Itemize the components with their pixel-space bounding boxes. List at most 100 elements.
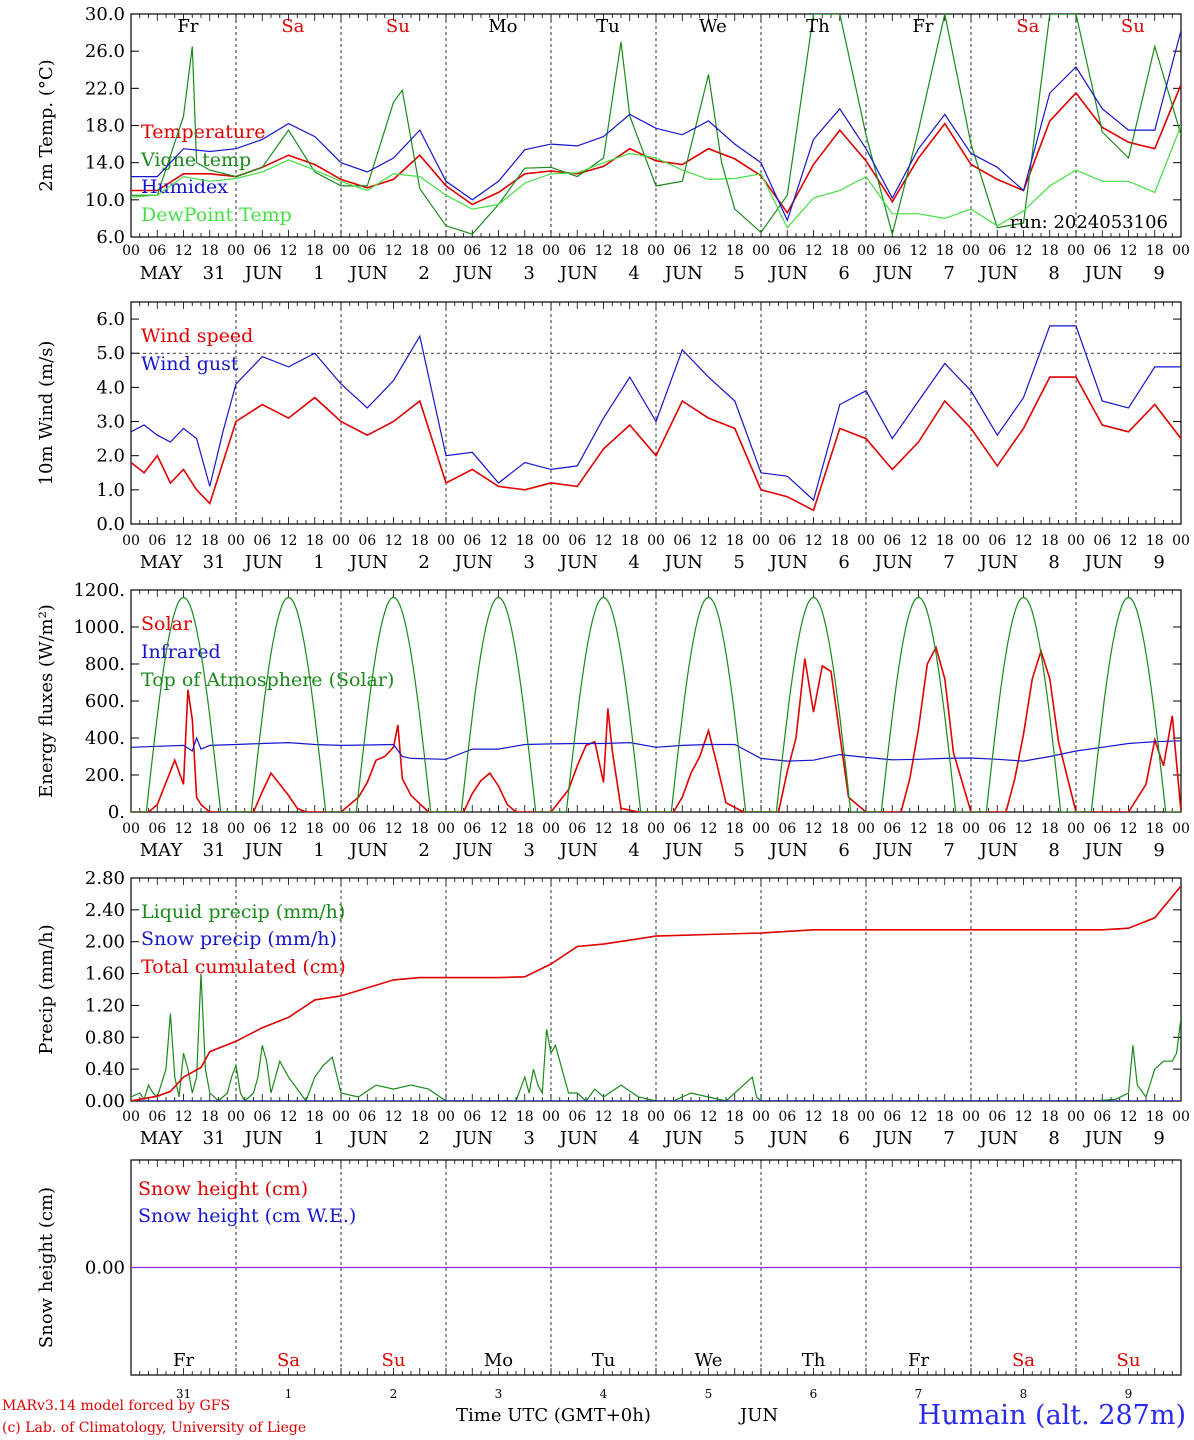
- hour-label: 12: [175, 1109, 193, 1125]
- hour-label: 00: [857, 1109, 875, 1125]
- day-name-label: Fr: [912, 16, 933, 37]
- y-tick-label: 3.0: [96, 412, 125, 433]
- hour-label: 00: [227, 1109, 245, 1125]
- y-tick-label: 2.00: [85, 932, 125, 953]
- hour-label: 06: [988, 821, 1006, 837]
- hour-label: 06: [253, 243, 271, 259]
- hour-label: 06: [253, 1109, 271, 1125]
- hour-label: 06: [673, 1109, 691, 1125]
- date-day-label: 9: [1153, 552, 1164, 573]
- y-tick-label: 10.0: [85, 190, 125, 211]
- hour-label: 00: [122, 243, 140, 259]
- hour-label: 12: [700, 1109, 718, 1125]
- date-day-label: 5: [733, 1128, 744, 1149]
- hour-label: 18: [1041, 821, 1059, 837]
- legend-entry: Top of Atmosphere (Solar): [141, 669, 394, 691]
- date-month-label: JUN: [768, 263, 808, 284]
- hour-label: 00: [542, 821, 560, 837]
- date-day-label: 1: [313, 263, 324, 284]
- date-month-label: JUN: [978, 840, 1018, 861]
- hour-label: 12: [280, 1109, 298, 1125]
- date-month-label: JUN: [1083, 552, 1123, 573]
- hour-label: 12: [1015, 821, 1033, 837]
- y-tick-label: 1.60: [85, 964, 125, 985]
- hour-label: 18: [1146, 243, 1164, 259]
- date-day-label: 5: [733, 263, 744, 284]
- hour-label: 18: [411, 533, 429, 549]
- date-day-label: 8: [1048, 263, 1059, 284]
- day-name-label: Th: [806, 16, 830, 37]
- y-tick-label: 0.80: [85, 1027, 125, 1048]
- hour-label: 06: [1093, 821, 1111, 837]
- legend-entry: Temperature: [141, 121, 265, 143]
- y-axis-label: Snow height (cm): [36, 1187, 57, 1348]
- hour-label: 06: [778, 243, 796, 259]
- hour-label: 12: [1120, 1109, 1138, 1125]
- hour-label: 12: [910, 243, 928, 259]
- hour-label: 18: [936, 533, 954, 549]
- hour-label: 00: [752, 821, 770, 837]
- hour-label: 12: [595, 533, 613, 549]
- hour-label: 18: [936, 1109, 954, 1125]
- day-name-label: Su: [386, 16, 410, 37]
- hour-label: 06: [148, 1109, 166, 1125]
- day-name-label: Sa: [1016, 16, 1039, 37]
- run-label: run: 2024053106: [1010, 212, 1168, 233]
- date-month-label: JUN: [243, 1128, 283, 1149]
- hour-label: 06: [568, 243, 586, 259]
- series-vigne-temp-line: [131, 14, 1181, 235]
- bottom-day-number: 6: [810, 1387, 818, 1401]
- y-tick-label: 2.80: [85, 868, 125, 889]
- date-day-label: 9: [1153, 840, 1164, 861]
- y-tick-label: 200.: [85, 765, 125, 786]
- date-month-label: MAY: [140, 840, 184, 861]
- hour-label: 18: [621, 1109, 639, 1125]
- hour-label: 18: [1146, 1109, 1164, 1125]
- bottom-day-name: Fr: [908, 1350, 929, 1371]
- hour-label: 12: [1120, 533, 1138, 549]
- date-month-label: JUN: [873, 263, 913, 284]
- series-dewpoint-temp-line: [131, 125, 1181, 229]
- hour-label: 06: [568, 533, 586, 549]
- hour-label: 06: [673, 533, 691, 549]
- y-tick-label: 0.40: [85, 1059, 125, 1080]
- date-day-label: 3: [523, 840, 534, 861]
- y-tick-label: 0.0: [96, 514, 125, 535]
- hour-label: 12: [280, 821, 298, 837]
- hour-label: 06: [463, 533, 481, 549]
- hour-label: 00: [542, 1109, 560, 1125]
- date-month-label: JUN: [873, 840, 913, 861]
- hour-label: 00: [437, 243, 455, 259]
- date-month-label: JUN: [453, 1128, 493, 1149]
- hour-label: 06: [883, 821, 901, 837]
- hour-label: 00: [752, 1109, 770, 1125]
- date-day-label: 8: [1048, 840, 1059, 861]
- bottom-day-name: Mo: [484, 1350, 513, 1371]
- hour-label: 18: [411, 1109, 429, 1125]
- y-tick-label: 26.0: [85, 41, 125, 62]
- hour-label: 12: [280, 533, 298, 549]
- hour-label: 12: [805, 821, 823, 837]
- date-month-label: JUN: [453, 263, 493, 284]
- hour-label: 18: [306, 243, 324, 259]
- hour-label: 18: [726, 821, 744, 837]
- bottom-day-number: 8: [1020, 1387, 1028, 1401]
- hour-label: 18: [1146, 821, 1164, 837]
- hour-label: 00: [332, 821, 350, 837]
- date-day-label: 4: [628, 552, 639, 573]
- hour-label: 18: [1041, 533, 1059, 549]
- y-tick-label: 1.0: [96, 480, 125, 501]
- date-day-label: 2: [418, 552, 429, 573]
- hour-label: 06: [568, 821, 586, 837]
- legend-entry: Total cumulated (cm): [141, 956, 346, 978]
- hour-label: 12: [175, 821, 193, 837]
- hour-label: 00: [542, 243, 560, 259]
- date-day-label: 7: [943, 840, 954, 861]
- hour-label: 06: [358, 243, 376, 259]
- x-axis-month: JUN: [740, 1405, 779, 1426]
- hour-label: 00: [1172, 821, 1190, 837]
- hour-label: 12: [175, 533, 193, 549]
- hour-label: 00: [437, 1109, 455, 1125]
- hour-label: 18: [831, 533, 849, 549]
- hour-label: 12: [490, 821, 508, 837]
